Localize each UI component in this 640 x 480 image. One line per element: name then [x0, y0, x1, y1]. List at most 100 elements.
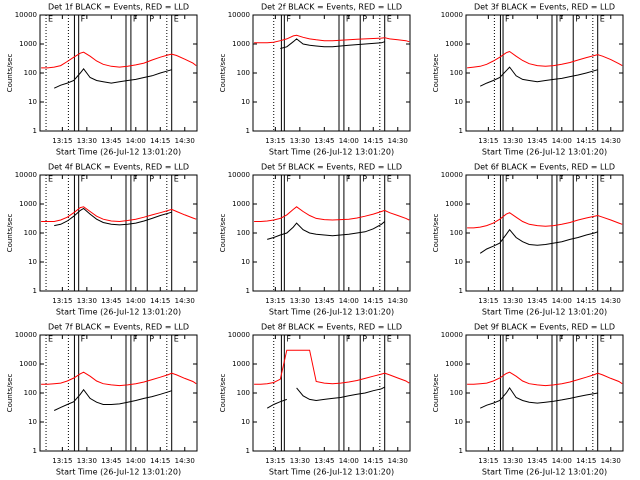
marker-label: F [81, 15, 86, 24]
panel: Det 2f BLACK = Events, RED = LLD Counts/s… [219, 3, 411, 157]
y-tick-label: 10 [454, 98, 463, 106]
y-axis-label: Counts/sec [6, 214, 14, 253]
x-tick-label: 14:15 [150, 137, 170, 145]
marker-label: P [149, 15, 154, 24]
x-tick-label: 14:15 [363, 457, 383, 465]
x-tick-label: 13:30 [77, 457, 97, 465]
x-tick-label: 13:45 [101, 137, 121, 145]
y-tick-label: 100 [450, 389, 463, 397]
plot-frame [39, 14, 198, 132]
plot-frame [252, 14, 411, 132]
y-tick-label: 100 [237, 229, 250, 237]
x-tick-label: 13:30 [77, 137, 97, 145]
x-tick-label: 13:15 [265, 297, 285, 305]
series-line [254, 34, 410, 44]
y-tick-label: 10 [241, 418, 250, 426]
y-tick-label: 10 [28, 98, 37, 106]
marker-label: F [559, 175, 564, 184]
x-axis-label: Start Time (26-Jul-12 13:01:20) [482, 468, 607, 477]
y-tick-label: 10000 [228, 331, 250, 339]
series-line [479, 66, 598, 87]
x-tick-label: 14:00 [552, 297, 572, 305]
series-line [280, 38, 385, 49]
series-line [479, 228, 598, 254]
x-tick-label: 14:30 [601, 137, 621, 145]
chart-title: Det 1f BLACK = Events, RED = LLD [48, 3, 189, 12]
panel: Det 7f BLACK = Events, RED = LLD Counts/s… [6, 323, 198, 477]
y-tick-label: 1 [246, 447, 250, 455]
y-tick-label: 1000 [445, 40, 463, 48]
x-axis-label: Start Time (26-Jul-12 13:01:20) [269, 148, 394, 157]
marker-label: E [387, 175, 392, 184]
x-tick-label: 14:00 [552, 137, 572, 145]
y-tick-label: 10 [454, 258, 463, 266]
marker-label: F [133, 175, 138, 184]
x-tick-label: 14:15 [150, 457, 170, 465]
y-tick-label: 1000 [19, 360, 37, 368]
x-tick-label: 14:30 [175, 137, 195, 145]
y-tick-label: 10000 [228, 11, 250, 19]
series-line [267, 221, 386, 240]
y-tick-label: 10000 [441, 11, 463, 19]
x-tick-label: 14:30 [175, 297, 195, 305]
x-axis-label: Start Time (26-Jul-12 13:01:20) [269, 308, 394, 317]
y-axis-label: Counts/sec [219, 374, 227, 413]
x-tick-label: 13:30 [290, 457, 310, 465]
marker-label: E [174, 335, 179, 344]
y-tick-label: 1000 [232, 200, 250, 208]
x-tick-label: 14:15 [363, 137, 383, 145]
series-line [266, 386, 385, 409]
x-tick-label: 14:15 [576, 297, 596, 305]
y-tick-label: 1000 [19, 200, 37, 208]
y-tick-label: 100 [24, 69, 37, 77]
x-tick-label: 14:30 [388, 297, 408, 305]
y-tick-label: 1 [459, 287, 463, 295]
x-axis-label: Start Time (26-Jul-12 13:01:20) [56, 148, 181, 157]
x-tick-label: 13:45 [314, 457, 334, 465]
series-line [254, 206, 410, 222]
marker-label: F [505, 335, 510, 344]
y-tick-label: 1 [459, 447, 463, 455]
series-line [467, 371, 623, 387]
panel: Det 6f BLACK = Events, RED = LLD Counts/s… [432, 163, 624, 317]
x-tick-label: 14:30 [388, 137, 408, 145]
x-axis-label: Start Time (26-Jul-12 13:01:20) [56, 468, 181, 477]
y-tick-label: 1 [33, 127, 37, 135]
x-tick-label: 14:30 [388, 457, 408, 465]
chart-title: Det 8f BLACK = Events, RED = LLD [261, 323, 402, 332]
marker-label: F [559, 15, 564, 24]
series-line [41, 51, 197, 69]
panel: Det 5f BLACK = Events, RED = LLD Counts/s… [219, 163, 411, 317]
y-tick-label: 10 [241, 258, 250, 266]
plot-frame [252, 174, 411, 292]
y-axis-label: Counts/sec [219, 214, 227, 253]
y-axis-label: Counts/sec [6, 374, 14, 413]
marker-label: F [286, 175, 291, 184]
marker-label: F [286, 335, 291, 344]
x-tick-label: 13:45 [527, 137, 547, 145]
y-tick-label: 1000 [445, 200, 463, 208]
plot-frame [39, 334, 198, 452]
marker-label: P [362, 175, 367, 184]
y-axis-label: Counts/sec [432, 214, 440, 253]
y-tick-label: 100 [450, 229, 463, 237]
marker-label: F [81, 175, 86, 184]
y-axis-label: Counts/sec [432, 374, 440, 413]
x-tick-label: 14:00 [126, 137, 146, 145]
marker-label: P [575, 175, 580, 184]
marker-label: E [174, 175, 179, 184]
x-tick-label: 14:00 [339, 297, 359, 305]
series-line [254, 349, 410, 385]
chart-title: Det 5f BLACK = Events, RED = LLD [261, 163, 402, 172]
marker-label: F [346, 335, 351, 344]
x-tick-label: 13:15 [478, 137, 498, 145]
y-tick-label: 100 [237, 389, 250, 397]
x-tick-label: 13:15 [265, 137, 285, 145]
x-tick-label: 14:15 [576, 137, 596, 145]
y-axis-label: Counts/sec [6, 54, 14, 93]
marker-label: F [286, 15, 291, 24]
x-tick-label: 13:15 [478, 457, 498, 465]
x-tick-label: 13:30 [503, 137, 523, 145]
marker-label: E [600, 175, 605, 184]
